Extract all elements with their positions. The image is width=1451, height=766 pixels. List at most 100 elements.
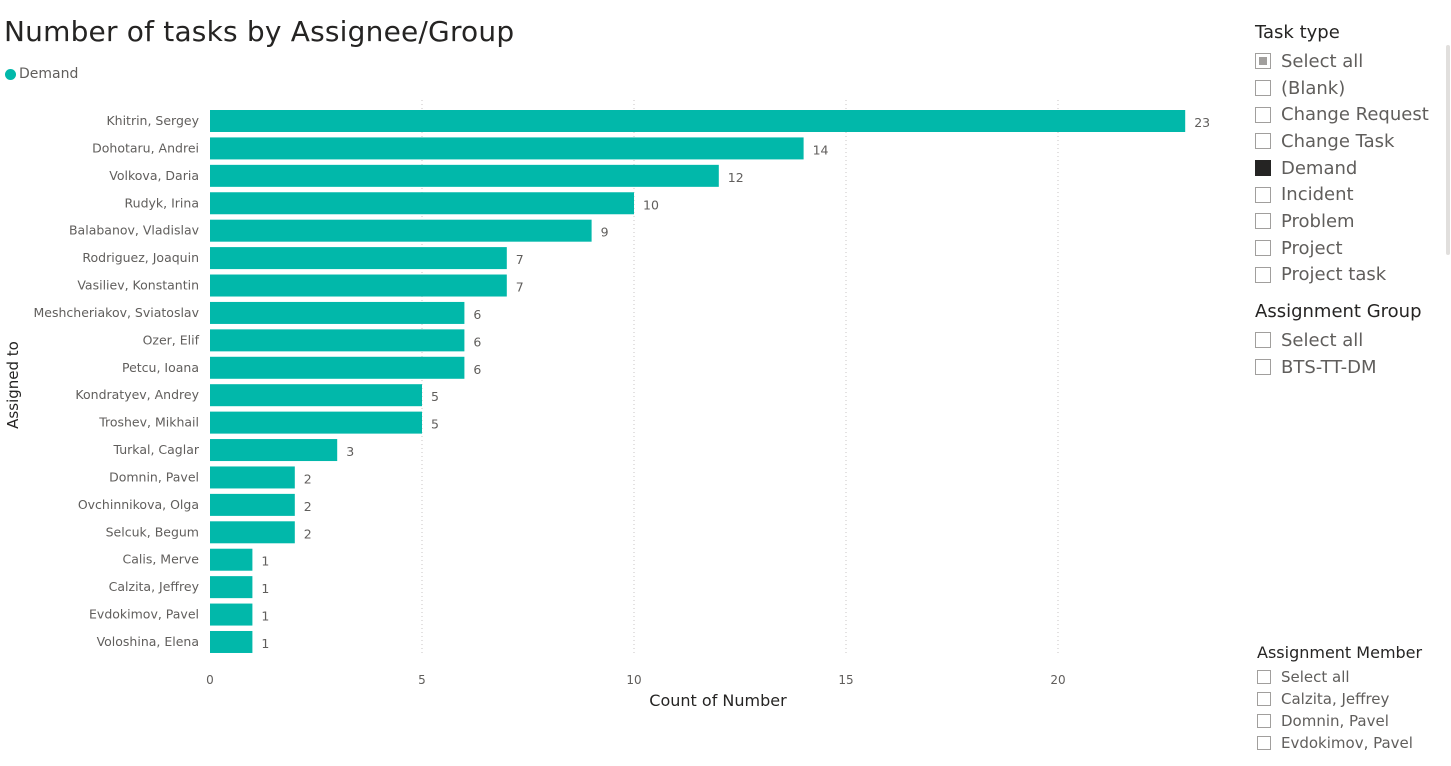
slicer-item-label: Select all [1281,668,1350,686]
slicer-item-label: Change Request [1281,104,1429,126]
checkbox-icon[interactable] [1255,53,1271,70]
checkbox-icon[interactable] [1255,106,1271,123]
checkbox-icon[interactable] [1257,736,1271,750]
bar[interactable] [210,630,253,653]
data-label: 6 [473,362,481,377]
data-label: 6 [473,334,481,349]
bar[interactable] [210,301,465,324]
checkbox-icon[interactable] [1255,332,1271,349]
checkbox-icon[interactable] [1257,670,1271,684]
slicer-item[interactable]: Select all [1257,666,1442,688]
slicer-item-label: Demand [1281,157,1358,179]
data-label: 1 [261,609,269,624]
checkbox-icon[interactable] [1257,714,1271,728]
checkbox-icon[interactable] [1255,359,1271,376]
bar[interactable] [210,110,1186,132]
slicer-item[interactable]: Select all [1255,48,1440,75]
slicer-item[interactable]: Project [1255,235,1440,262]
category-label: Calzita, Jeffrey [109,579,200,594]
bar[interactable] [210,576,253,599]
slicer-item[interactable]: Change Task [1255,128,1440,155]
assignment-group-slicer-list[interactable]: Select all BTS-TT-DM [1255,327,1440,380]
data-label: 1 [261,581,269,596]
checkbox-icon[interactable] [1255,160,1271,177]
chart-legend[interactable]: Demand [5,66,78,82]
data-label: 2 [304,499,312,514]
bar[interactable] [210,384,422,407]
bar[interactable] [210,603,253,626]
category-label: Voloshina, Elena [97,634,199,649]
bar[interactable] [210,247,507,270]
slicer-item[interactable]: Incident [1255,181,1440,208]
category-label: Evdokimov, Pavel [89,607,199,622]
slicer-item-label: Project task [1281,264,1387,286]
slicer-item[interactable]: Problem [1255,208,1440,235]
bar[interactable] [210,411,422,434]
bar[interactable] [210,493,295,516]
category-label: Troshev, Mikhail [98,415,199,430]
data-label: 14 [813,142,829,157]
bar[interactable] [210,356,465,379]
data-label: 5 [431,417,439,432]
bar[interactable] [210,137,804,160]
slicer-item-label: Change Task [1281,130,1395,152]
category-label: Petcu, Ioana [122,360,199,375]
slicer-item[interactable]: (Blank) [1255,75,1440,102]
slicer-item[interactable]: Demand [1255,155,1440,182]
bar[interactable] [210,548,253,571]
data-label: 10 [643,197,659,212]
slicer-item[interactable]: Select all [1255,327,1440,354]
x-tick-label: 0 [206,673,214,687]
checkbox-icon[interactable] [1257,692,1271,706]
slicer-item-label: BTS-TT-DM [1281,356,1377,378]
slicer-item[interactable]: Project task [1255,262,1440,289]
task-type-slicer-list[interactable]: Select all (Blank) Change Request Change Ta… [1255,48,1440,296]
slicer-item-label: Evdokimov, Pavel [1281,734,1413,752]
x-tick-label: 20 [1050,673,1065,687]
bar[interactable] [210,439,338,462]
checkbox-icon[interactable] [1255,266,1271,283]
slicer-item[interactable]: Change Request [1255,101,1440,128]
data-label: 1 [261,636,269,651]
slicer-item[interactable]: Domnin, Pavel [1257,710,1442,732]
bar[interactable] [210,466,295,489]
data-label: 6 [473,307,481,322]
y-axis-title: Assigned to [4,341,22,429]
x-tick-label: 15 [838,673,853,687]
category-label: Balabanov, Vladislav [69,223,200,238]
bar[interactable] [210,274,507,297]
x-tick-label: 10 [626,673,641,687]
category-label: Rodriguez, Joaquin [82,250,199,265]
bar[interactable] [210,329,465,352]
slicer-item[interactable]: Evdokimov, Pavel [1257,732,1442,754]
bar[interactable] [210,192,634,215]
bar[interactable] [210,521,295,544]
category-label: Meshcheriakov, Sviatoslav [33,305,199,320]
x-tick-label: 5 [418,673,426,687]
checkbox-icon[interactable] [1255,186,1271,203]
checkbox-icon[interactable] [1255,80,1271,97]
data-label: 3 [346,444,354,459]
task-type-scrollbar[interactable] [1446,45,1450,255]
data-label: 1 [261,554,269,569]
assignment-member-slicer-list[interactable]: Select all Calzita, Jeffrey Domnin, Pavel E… [1257,666,1442,766]
slicer-item[interactable]: BTS-TT-DM [1255,354,1440,381]
task-type-slicer: Task type Select all (Blank) Change Reques… [1255,22,1440,296]
task-type-slicer-title: Task type [1255,22,1340,43]
category-label: Ozer, Elif [143,332,200,347]
assignment-group-slicer: Assignment Group Select all BTS-TT-DM [1255,301,1440,380]
data-label: 5 [431,389,439,404]
bar[interactable] [210,164,719,187]
legend-label: Demand [19,66,79,82]
checkbox-icon[interactable] [1255,133,1271,150]
slicer-item-label: Project [1281,237,1343,259]
assignment-group-slicer-title: Assignment Group [1255,301,1422,322]
checkbox-icon[interactable] [1255,240,1271,257]
category-label: Calis, Merve [123,552,200,567]
checkbox-icon[interactable] [1255,213,1271,230]
bar[interactable] [210,219,592,242]
chart-title: Number of tasks by Assignee/Group [4,15,515,48]
category-label: Ovchinnikova, Olga [78,497,199,512]
slicer-item[interactable]: Calzita, Jeffrey [1257,688,1442,710]
